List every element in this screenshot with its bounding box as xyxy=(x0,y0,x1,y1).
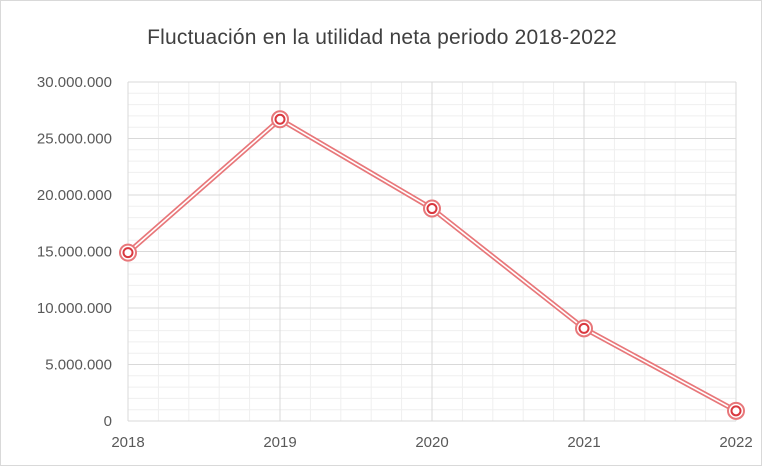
x-tick-label: 2020 xyxy=(415,434,448,451)
x-tick-label: 2019 xyxy=(263,434,296,451)
data-point-marker xyxy=(119,243,137,262)
y-tick-label: 25.000.000 xyxy=(37,131,112,148)
data-point-marker xyxy=(727,401,745,420)
marker-outer-ring xyxy=(271,110,289,129)
y-tick-label: 10.000.000 xyxy=(37,300,112,317)
chart-title: Fluctuación en la utilidad neta periodo … xyxy=(147,26,617,49)
y-tick-label: 5.000.000 xyxy=(45,357,112,374)
marker-outer-ring xyxy=(119,243,137,262)
series-markers xyxy=(119,110,745,420)
y-tick-label: 15.000.000 xyxy=(37,244,112,261)
major-gridlines xyxy=(127,81,737,422)
data-point-marker xyxy=(575,319,593,338)
y-tick-label: 30.000.000 xyxy=(37,74,112,91)
y-tick-label: 20.000.000 xyxy=(37,187,112,204)
y-axis-tick-labels: 0 5.000.000 10.000.000 15.000.000 20.000.000… xyxy=(37,74,112,430)
x-tick-label: 2021 xyxy=(567,434,600,451)
marker-inner-ring xyxy=(578,322,590,334)
data-point-marker xyxy=(423,199,441,218)
marker-outer-ring xyxy=(423,199,441,218)
data-point-marker xyxy=(271,110,289,129)
marker-inner-ring xyxy=(730,405,742,417)
marker-outer-ring xyxy=(727,401,745,420)
marker-inner-ring xyxy=(426,203,438,215)
y-tick-label: 0 xyxy=(104,413,112,430)
x-tick-label: 2022 xyxy=(719,434,752,451)
marker-outer-ring xyxy=(575,319,593,338)
marker-inner-ring xyxy=(122,247,134,259)
x-tick-label: 2018 xyxy=(111,434,144,451)
x-axis-tick-labels: 2018 2019 2020 2021 2022 xyxy=(111,434,752,451)
marker-inner-ring xyxy=(274,113,286,125)
